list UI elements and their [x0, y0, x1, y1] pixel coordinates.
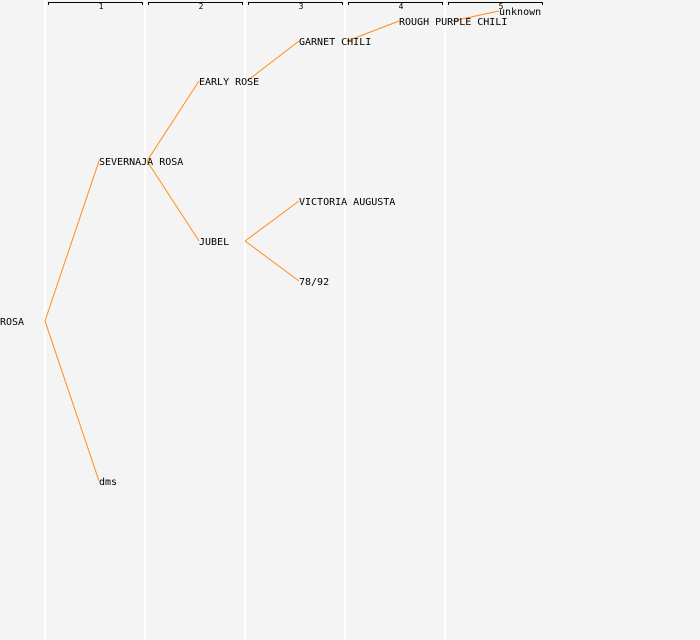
connector-garnet-rough	[346, 20, 400, 42]
generation-header	[48, 2, 543, 5]
node-garnet-chili[interactable]: GARNET CHILI	[299, 37, 371, 48]
node-jubel[interactable]: JUBEL	[199, 237, 229, 248]
node-early-rose[interactable]: EARLY ROSE	[199, 77, 259, 88]
generation-bracket-4	[348, 2, 443, 5]
connector-jubel-victoria	[244, 200, 300, 242]
generation-bracket-5	[448, 2, 543, 5]
node-rosa[interactable]: ROSA	[0, 317, 24, 328]
generation-number-1: 1	[99, 2, 104, 11]
generation-number-2: 2	[199, 2, 204, 11]
connectors	[44, 10, 500, 482]
node-78-92[interactable]: 78/92	[299, 277, 329, 288]
generation-bracket-1	[48, 2, 143, 5]
generation-number-3: 3	[299, 2, 304, 11]
connector-severnaja-jubel	[146, 160, 200, 242]
node-dms[interactable]: dms	[99, 477, 117, 488]
connector-rosa-severnaja	[44, 160, 100, 322]
node-severnaja-rosa[interactable]: SEVERNAJA ROSA	[99, 157, 183, 168]
connector-early-rose-garnet	[246, 40, 300, 82]
nodes: ROSA SEVERNAJA ROSA dms EARLY ROSE JUBEL…	[0, 7, 541, 488]
connector-rosa-dms	[44, 320, 100, 482]
column-dividers	[44, 0, 446, 640]
generation-bracket-3	[248, 2, 343, 5]
connector-rough-unknown	[451, 10, 500, 22]
node-rough-purple-chili[interactable]: ROUGH PURPLE CHILI	[399, 17, 507, 28]
generation-number-5: 5	[499, 2, 504, 11]
node-victoria-augusta[interactable]: VICTORIA AUGUSTA	[299, 197, 395, 208]
connector-severnaja-early-rose	[146, 80, 200, 162]
node-unknown[interactable]: unknown	[499, 7, 541, 18]
generation-bracket-2	[148, 2, 243, 5]
connector-jubel-7892	[244, 240, 300, 282]
generation-number-4: 4	[399, 2, 404, 11]
